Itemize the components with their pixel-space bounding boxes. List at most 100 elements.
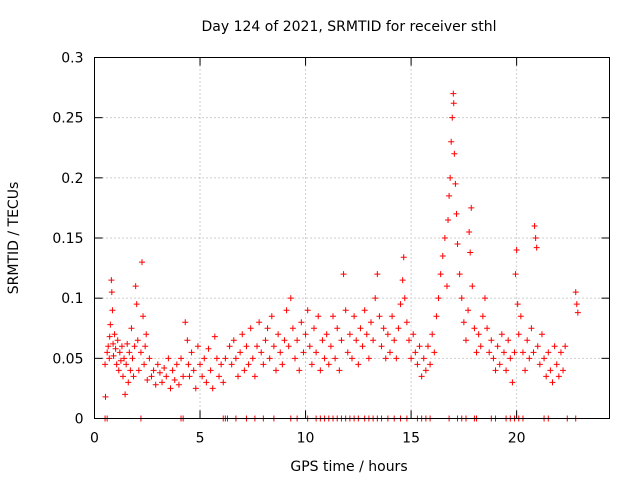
data-point: [378, 343, 385, 350]
data-point: [446, 192, 453, 199]
data-point: [277, 349, 284, 356]
y-tick-label: 0.15: [52, 231, 83, 247]
data-point: [300, 349, 307, 356]
data-point: [239, 331, 246, 338]
data-point: [292, 355, 299, 362]
data-point: [445, 216, 452, 223]
data-point: [405, 337, 412, 344]
data-point: [572, 289, 579, 296]
y-tick-label: 0.05: [52, 351, 83, 367]
data-point: [110, 340, 117, 347]
data-point: [118, 343, 125, 350]
plot-frame: [94, 57, 610, 419]
data-point: [220, 379, 227, 386]
data-point: [241, 367, 248, 374]
data-point: [298, 319, 305, 326]
data-point: [342, 307, 349, 314]
data-point: [186, 373, 193, 380]
data-point: [317, 367, 324, 374]
data-point: [534, 343, 541, 350]
data-point: [138, 259, 145, 266]
data-point: [453, 210, 460, 217]
data-point: [526, 355, 533, 362]
data-points: [102, 90, 581, 422]
data-point: [165, 355, 172, 362]
data-point: [275, 331, 282, 338]
data-point: [251, 373, 258, 380]
data-point: [513, 247, 520, 254]
data-point: [397, 301, 404, 308]
data-point: [418, 373, 425, 380]
data-point: [228, 361, 235, 368]
data-point: [395, 325, 402, 332]
data-point: [380, 325, 387, 332]
data-point: [264, 325, 271, 332]
data-point: [443, 283, 450, 290]
y-tick-label: 0: [75, 412, 84, 428]
data-point: [473, 349, 480, 356]
data-point: [315, 313, 322, 320]
data-point: [131, 343, 138, 350]
data-point: [449, 114, 456, 121]
data-point: [308, 361, 315, 368]
data-point: [386, 349, 393, 356]
data-point: [414, 361, 421, 368]
data-point: [475, 331, 482, 338]
data-point: [182, 319, 189, 326]
data-point: [399, 277, 406, 284]
data-point: [448, 138, 455, 145]
data-point: [209, 385, 216, 392]
data-point: [372, 295, 379, 302]
data-point: [330, 313, 337, 320]
x-tick-label: 20: [508, 431, 526, 447]
data-point: [403, 319, 410, 326]
data-point: [349, 355, 355, 362]
data-point: [357, 325, 364, 332]
data-point: [353, 337, 360, 344]
data-point: [114, 337, 121, 344]
data-point: [117, 357, 124, 364]
data-point: [512, 271, 519, 278]
data-point: [376, 313, 383, 320]
data-point: [503, 367, 510, 374]
data-point: [382, 355, 389, 362]
data-point: [313, 349, 320, 356]
data-point: [254, 343, 261, 350]
data-point: [573, 301, 580, 308]
data-point: [108, 277, 115, 284]
data-point: [123, 361, 130, 368]
data-point: [471, 325, 478, 332]
data-point: [213, 355, 220, 362]
data-point: [465, 307, 472, 314]
data-point: [105, 343, 112, 350]
data-point: [287, 295, 294, 302]
data-point: [140, 313, 147, 320]
data-point: [199, 373, 206, 380]
data-point: [336, 367, 343, 374]
y-tick-label: 0.3: [61, 51, 83, 67]
data-point: [456, 271, 463, 278]
data-point: [496, 361, 503, 368]
data-point: [226, 343, 233, 350]
data-point: [156, 369, 163, 376]
data-point: [135, 367, 142, 374]
x-tick-label: 10: [297, 431, 315, 447]
data-point: [547, 367, 554, 374]
data-point: [515, 331, 522, 338]
data-point: [304, 307, 311, 314]
data-point: [159, 379, 166, 386]
data-point: [247, 325, 254, 332]
data-point: [152, 381, 159, 388]
data-point: [517, 313, 524, 320]
data-point: [545, 349, 552, 356]
data-point: [163, 373, 170, 380]
data-point: [532, 235, 539, 241]
data-point: [450, 100, 457, 107]
data-point: [359, 343, 366, 350]
data-point: [256, 319, 263, 326]
data-point: [416, 343, 423, 350]
data-point: [102, 393, 109, 400]
data-point: [437, 271, 444, 278]
x-tick-label: 15: [402, 431, 420, 447]
